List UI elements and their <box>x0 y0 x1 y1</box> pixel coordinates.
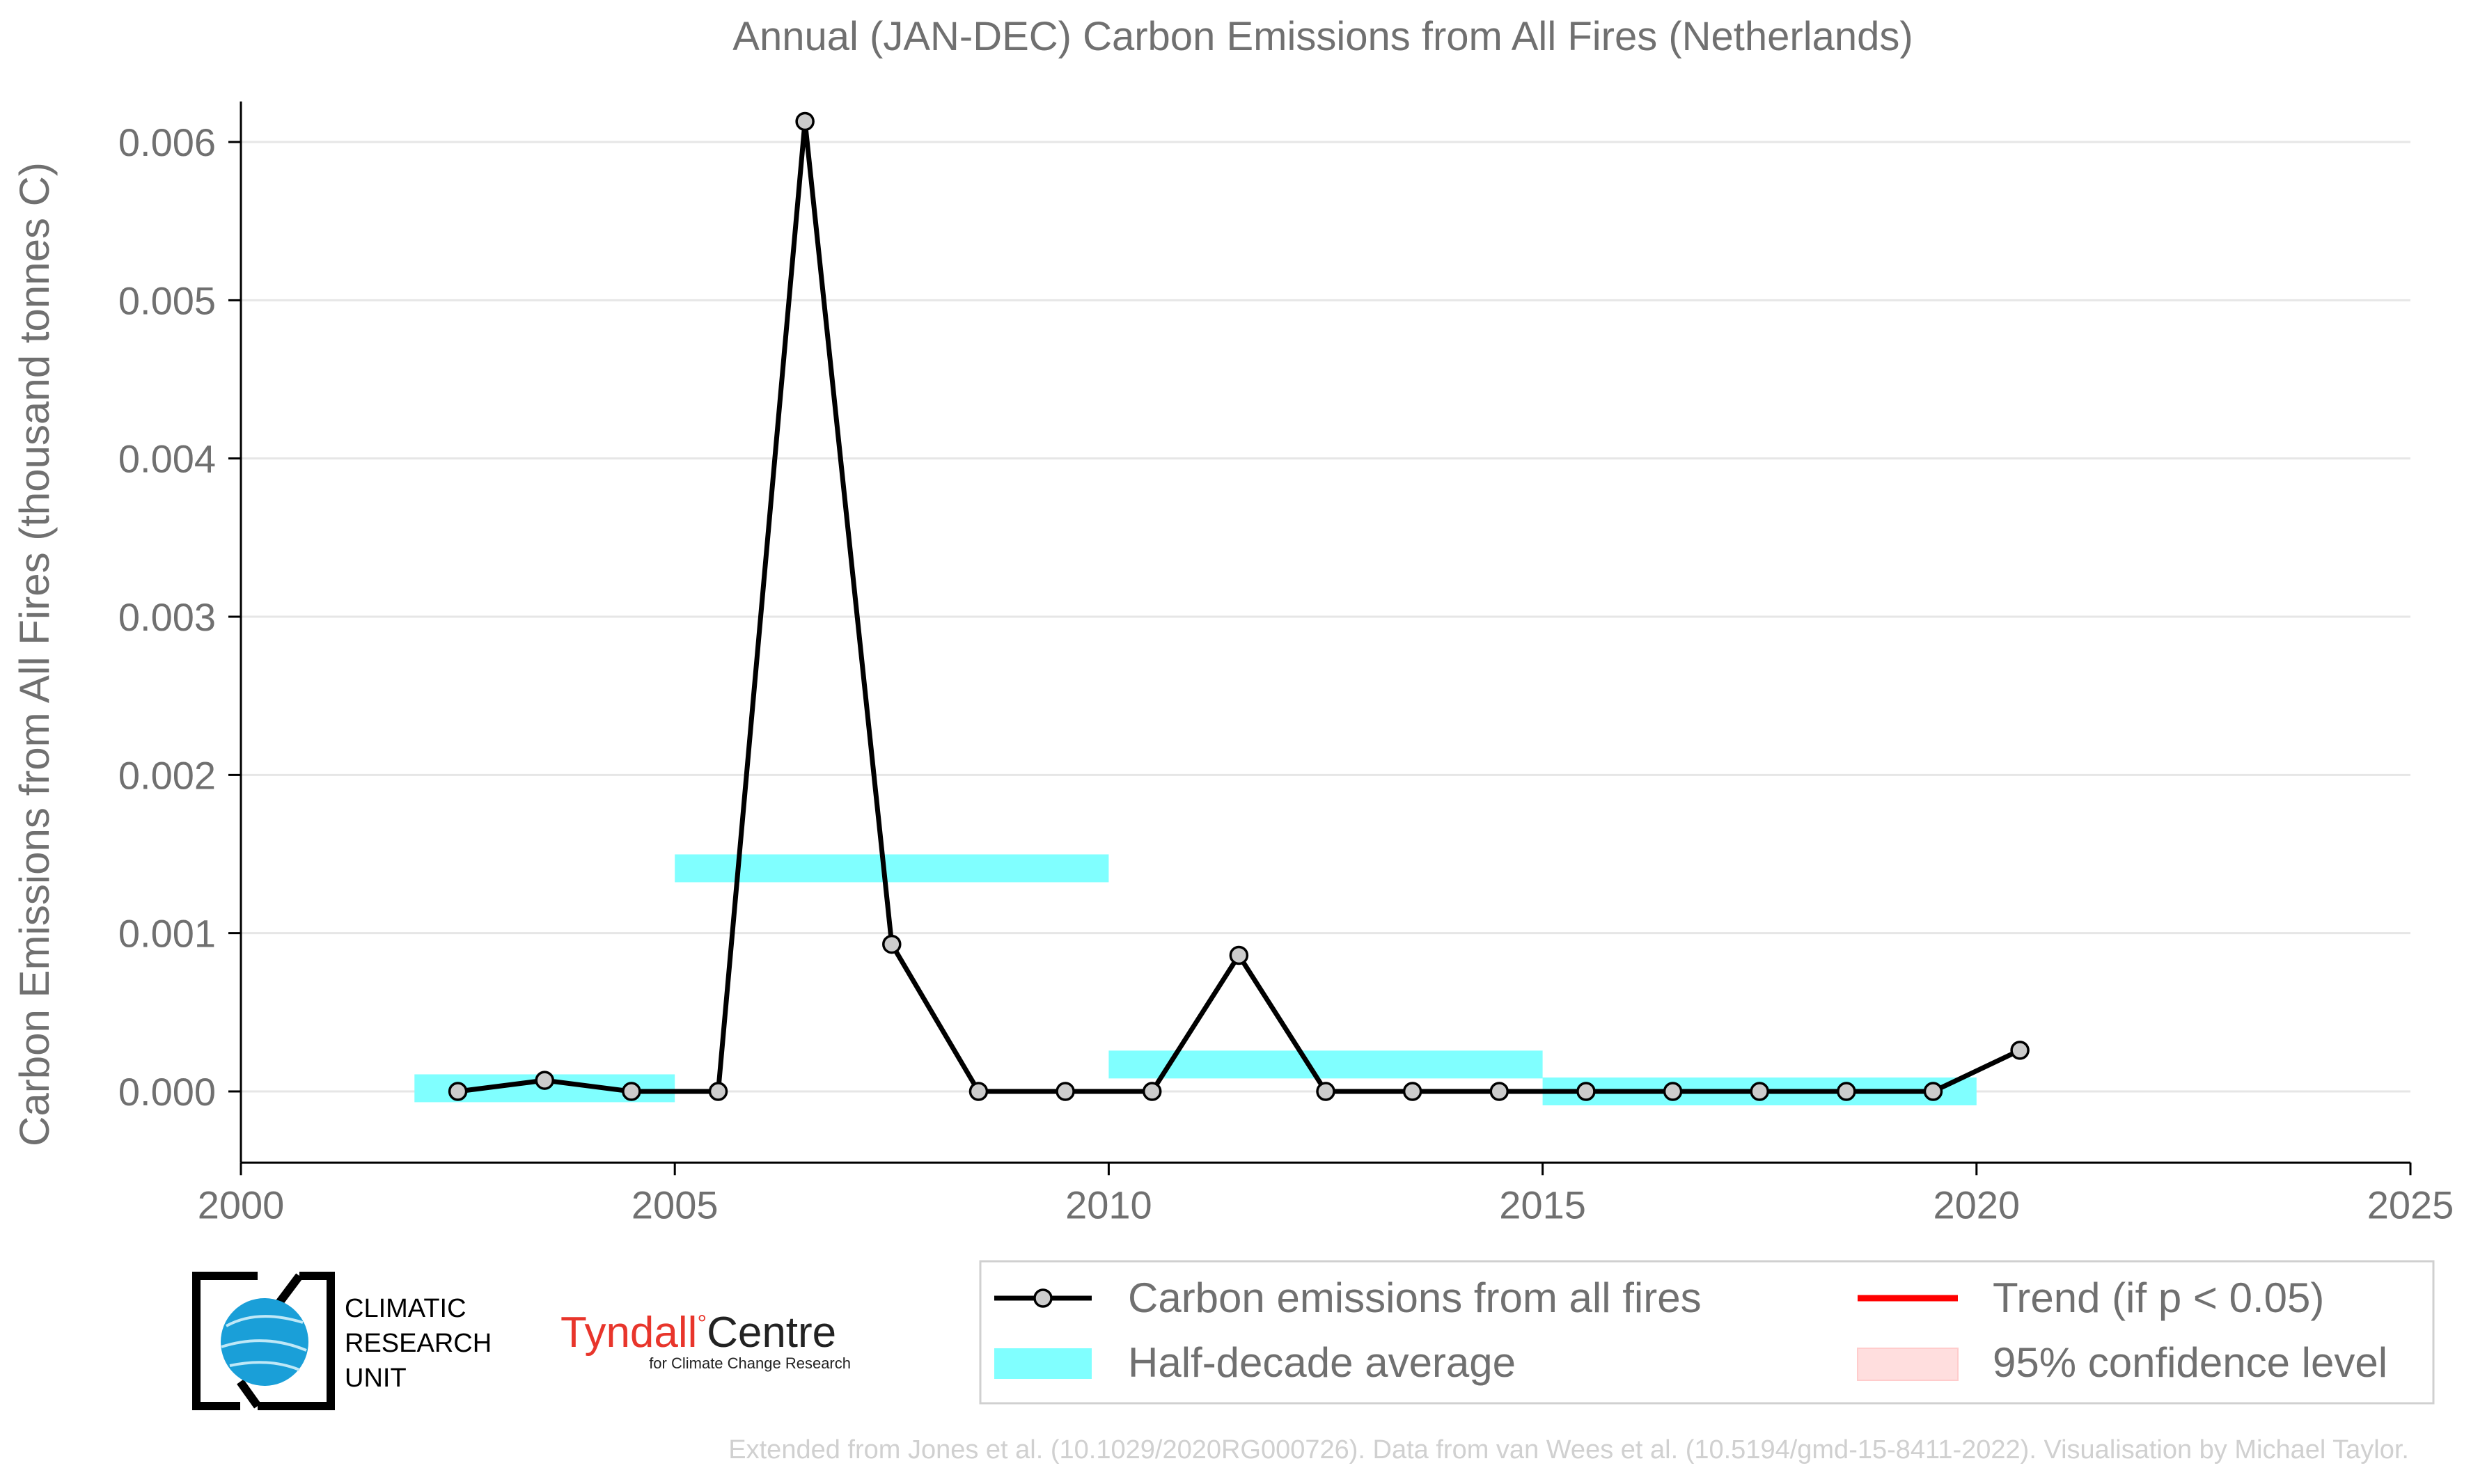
data-point <box>535 1071 554 1090</box>
x-tick-label: 2020 <box>1933 1183 2021 1226</box>
y-tick-label: 0.001 <box>118 912 216 956</box>
tyndall-logo: Tyndall°Centre for Climate Change Resear… <box>560 1309 851 1372</box>
data-point <box>1056 1082 1075 1101</box>
tyndall-degree: ° <box>697 1311 707 1337</box>
legend: Carbon emissions from all fires Half-dec… <box>979 1260 2435 1405</box>
y-tick-label: 0.006 <box>118 120 216 164</box>
axes <box>240 101 2412 1176</box>
data-point <box>708 1082 728 1101</box>
legend-swatch-confidence <box>1857 1348 1959 1381</box>
legend-label-average: Half-decade average <box>1128 1339 1516 1386</box>
x-tick-labels: 2000 2005 2010 2015 2020 2025 <box>198 1183 2454 1226</box>
data-point <box>795 111 815 132</box>
tyndall-word: Tyndall <box>560 1309 697 1357</box>
y-tick-label: 0.002 <box>118 753 216 797</box>
legend-marker <box>1033 1288 1053 1308</box>
data-point <box>1750 1082 1769 1101</box>
svg-text:Tyndall°Centre: Tyndall°Centre <box>560 1309 836 1357</box>
y-tick-label: 0.003 <box>118 595 216 639</box>
half-decade-bar <box>1108 1050 1543 1079</box>
data-point <box>1837 1082 1856 1101</box>
series-layer <box>448 111 2030 1101</box>
data-point <box>968 1082 989 1101</box>
cru-line-1: CLIMATIC <box>345 1294 466 1323</box>
data-point <box>622 1082 641 1101</box>
y-tick-labels: 0.000 0.001 0.002 0.003 0.004 0.005 0.006 <box>118 120 216 1114</box>
y-tick-label: 0.004 <box>118 437 216 481</box>
data-point <box>1663 1082 1683 1101</box>
data-point <box>882 934 902 954</box>
half-decade-bars <box>414 854 1977 1105</box>
gridlines <box>228 141 2410 1093</box>
tyndall-centre: Centre <box>707 1309 836 1357</box>
chart-title: Annual (JAN-DEC) Carbon Emissions from A… <box>732 14 1913 59</box>
legend-label-trend: Trend (if p < 0.05) <box>1993 1274 2324 1321</box>
x-tick-label: 2025 <box>2367 1183 2454 1226</box>
cru-line-2: RESEARCH <box>345 1329 492 1358</box>
data-point <box>2010 1041 2030 1060</box>
data-point <box>1316 1082 1335 1101</box>
x-tick-label: 2015 <box>1499 1183 1586 1226</box>
x-tick-label: 2000 <box>198 1183 285 1226</box>
data-point <box>1142 1082 1162 1101</box>
data-point <box>448 1082 468 1101</box>
x-tick-label: 2010 <box>1065 1183 1152 1226</box>
data-point <box>1229 945 1249 965</box>
data-point <box>1576 1082 1596 1101</box>
y-axis-label: Carbon Emissions from All Fires (thousan… <box>11 162 58 1146</box>
cru-line-3: UNIT <box>345 1364 407 1393</box>
y-tick-label: 0.000 <box>118 1070 216 1114</box>
y-tick-label: 0.005 <box>118 278 216 322</box>
legend-swatch-average <box>994 1348 1092 1379</box>
half-decade-bar <box>675 854 1109 883</box>
legend-label-series: Carbon emissions from all fires <box>1128 1274 1702 1321</box>
data-point <box>1489 1082 1509 1101</box>
tyndall-subtitle: for Climate Change Research <box>649 1355 851 1372</box>
credit-text: Extended from Jones et al. (10.1029/2020… <box>728 1435 2409 1465</box>
x-tick-label: 2005 <box>632 1183 719 1226</box>
data-point <box>1923 1082 1943 1101</box>
data-point <box>1402 1082 1422 1101</box>
legend-label-confidence: 95% confidence level <box>1993 1339 2387 1386</box>
cru-logo: CLIMATIC RESEARCH UNIT <box>192 1272 492 1410</box>
